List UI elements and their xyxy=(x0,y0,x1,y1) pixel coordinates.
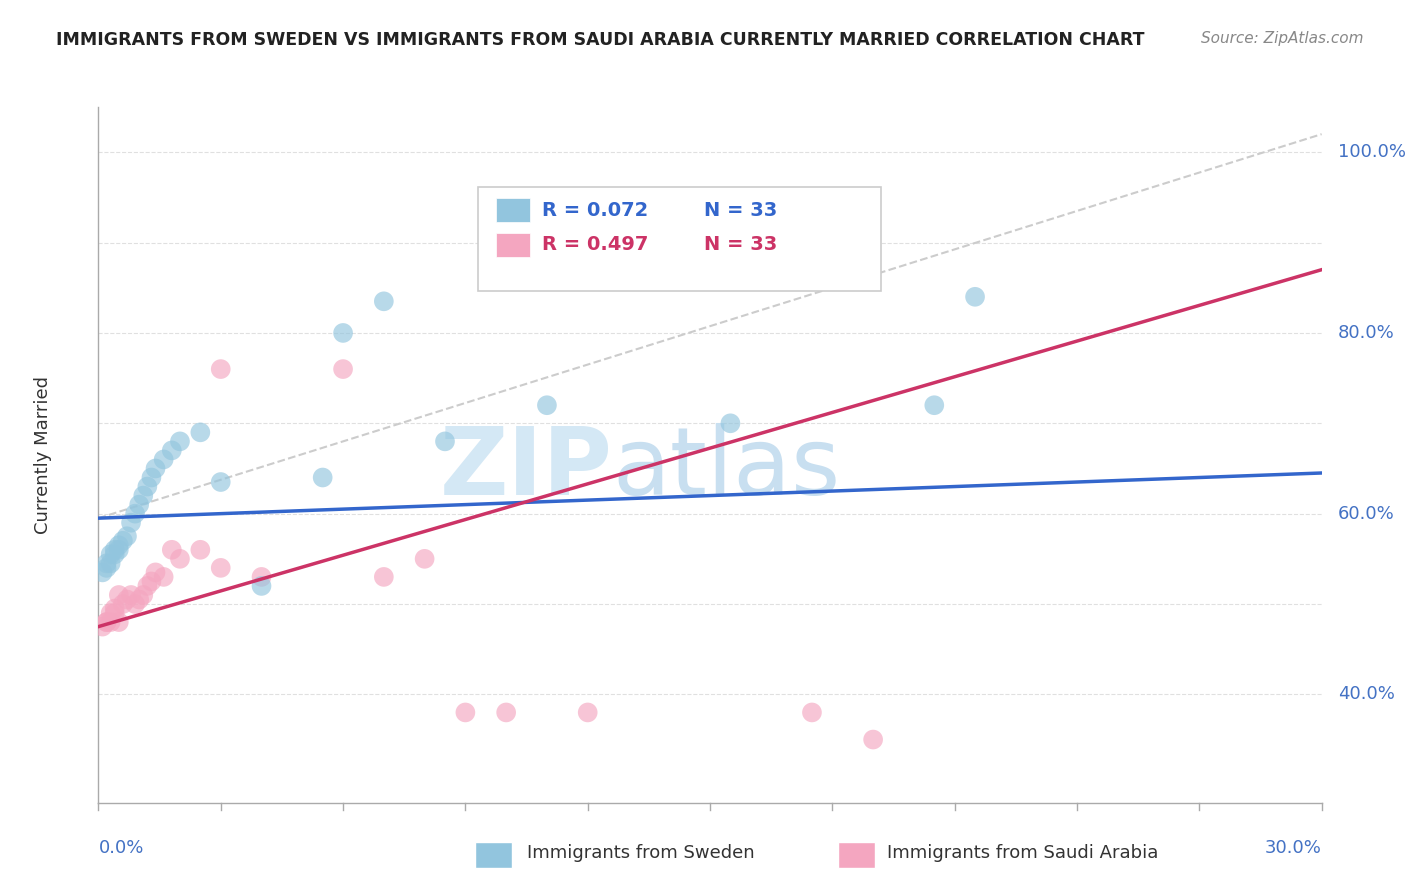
Text: Source: ZipAtlas.com: Source: ZipAtlas.com xyxy=(1201,31,1364,46)
Text: Currently Married: Currently Married xyxy=(34,376,52,534)
Point xyxy=(108,588,131,602)
Text: 100.0%: 100.0% xyxy=(1339,144,1406,161)
Text: Immigrants from Saudi Arabia: Immigrants from Saudi Arabia xyxy=(887,844,1159,862)
Text: 60.0%: 60.0% xyxy=(1339,505,1395,523)
Point xyxy=(96,615,118,629)
Point xyxy=(576,706,599,720)
Point xyxy=(169,434,191,449)
Text: N = 33: N = 33 xyxy=(704,201,778,219)
Point xyxy=(209,561,232,575)
Text: R = 0.497: R = 0.497 xyxy=(543,235,648,254)
Text: 80.0%: 80.0% xyxy=(1339,324,1395,342)
Point xyxy=(536,398,558,412)
Point xyxy=(160,443,183,458)
Point xyxy=(100,606,122,620)
Point xyxy=(128,498,150,512)
Point xyxy=(120,516,142,530)
Point xyxy=(100,557,122,571)
Text: 40.0%: 40.0% xyxy=(1339,685,1395,704)
Point xyxy=(617,267,640,281)
Point xyxy=(188,425,212,440)
Point xyxy=(160,542,183,557)
Point xyxy=(111,597,134,611)
Point xyxy=(495,706,517,720)
Text: 30.0%: 30.0% xyxy=(1265,839,1322,857)
Point xyxy=(108,542,131,557)
Text: atlas: atlas xyxy=(612,423,841,515)
Point xyxy=(120,588,142,602)
Point xyxy=(169,551,191,566)
Point xyxy=(332,326,354,340)
Point xyxy=(145,461,167,475)
Point xyxy=(108,538,131,552)
FancyBboxPatch shape xyxy=(478,187,882,292)
Point xyxy=(152,570,174,584)
Point xyxy=(862,732,884,747)
Text: ZIP: ZIP xyxy=(439,423,612,515)
Point xyxy=(454,706,477,720)
Point xyxy=(373,294,395,309)
Point xyxy=(128,592,150,607)
Point xyxy=(124,597,146,611)
Point xyxy=(801,706,824,720)
Point xyxy=(152,452,174,467)
Point xyxy=(132,489,155,503)
Point xyxy=(91,566,114,580)
Point xyxy=(312,470,335,484)
Point xyxy=(104,542,127,557)
Point xyxy=(718,417,742,431)
Text: Immigrants from Sweden: Immigrants from Sweden xyxy=(526,844,754,862)
Point xyxy=(141,574,163,589)
Point xyxy=(96,557,118,571)
Text: R = 0.072: R = 0.072 xyxy=(543,201,648,219)
Point xyxy=(413,551,436,566)
Point xyxy=(209,475,232,489)
Point xyxy=(250,570,273,584)
Point xyxy=(373,570,395,584)
Text: IMMIGRANTS FROM SWEDEN VS IMMIGRANTS FROM SAUDI ARABIA CURRENTLY MARRIED CORRELA: IMMIGRANTS FROM SWEDEN VS IMMIGRANTS FRO… xyxy=(56,31,1144,49)
Text: N = 33: N = 33 xyxy=(704,235,778,254)
Bar xyxy=(496,198,530,222)
Point xyxy=(108,615,131,629)
Point xyxy=(115,529,138,543)
Point xyxy=(96,561,118,575)
Point xyxy=(136,579,159,593)
Point xyxy=(922,398,945,412)
Point xyxy=(100,615,122,629)
Point xyxy=(132,588,155,602)
Point xyxy=(111,533,134,548)
Point xyxy=(188,542,212,557)
Point xyxy=(136,479,159,493)
Bar xyxy=(496,233,530,257)
Point xyxy=(141,470,163,484)
Text: 0.0%: 0.0% xyxy=(98,839,143,857)
Point xyxy=(434,434,457,449)
Point xyxy=(124,507,146,521)
Point xyxy=(104,606,127,620)
Point xyxy=(100,547,122,561)
Point xyxy=(332,362,354,376)
Point xyxy=(104,547,127,561)
Point xyxy=(104,601,127,615)
Point xyxy=(115,592,138,607)
Bar xyxy=(475,842,512,868)
Point xyxy=(145,566,167,580)
Bar xyxy=(838,842,875,868)
Point xyxy=(91,619,114,633)
Point xyxy=(250,579,273,593)
Point xyxy=(96,615,118,629)
Point xyxy=(209,362,232,376)
Point xyxy=(965,290,987,304)
